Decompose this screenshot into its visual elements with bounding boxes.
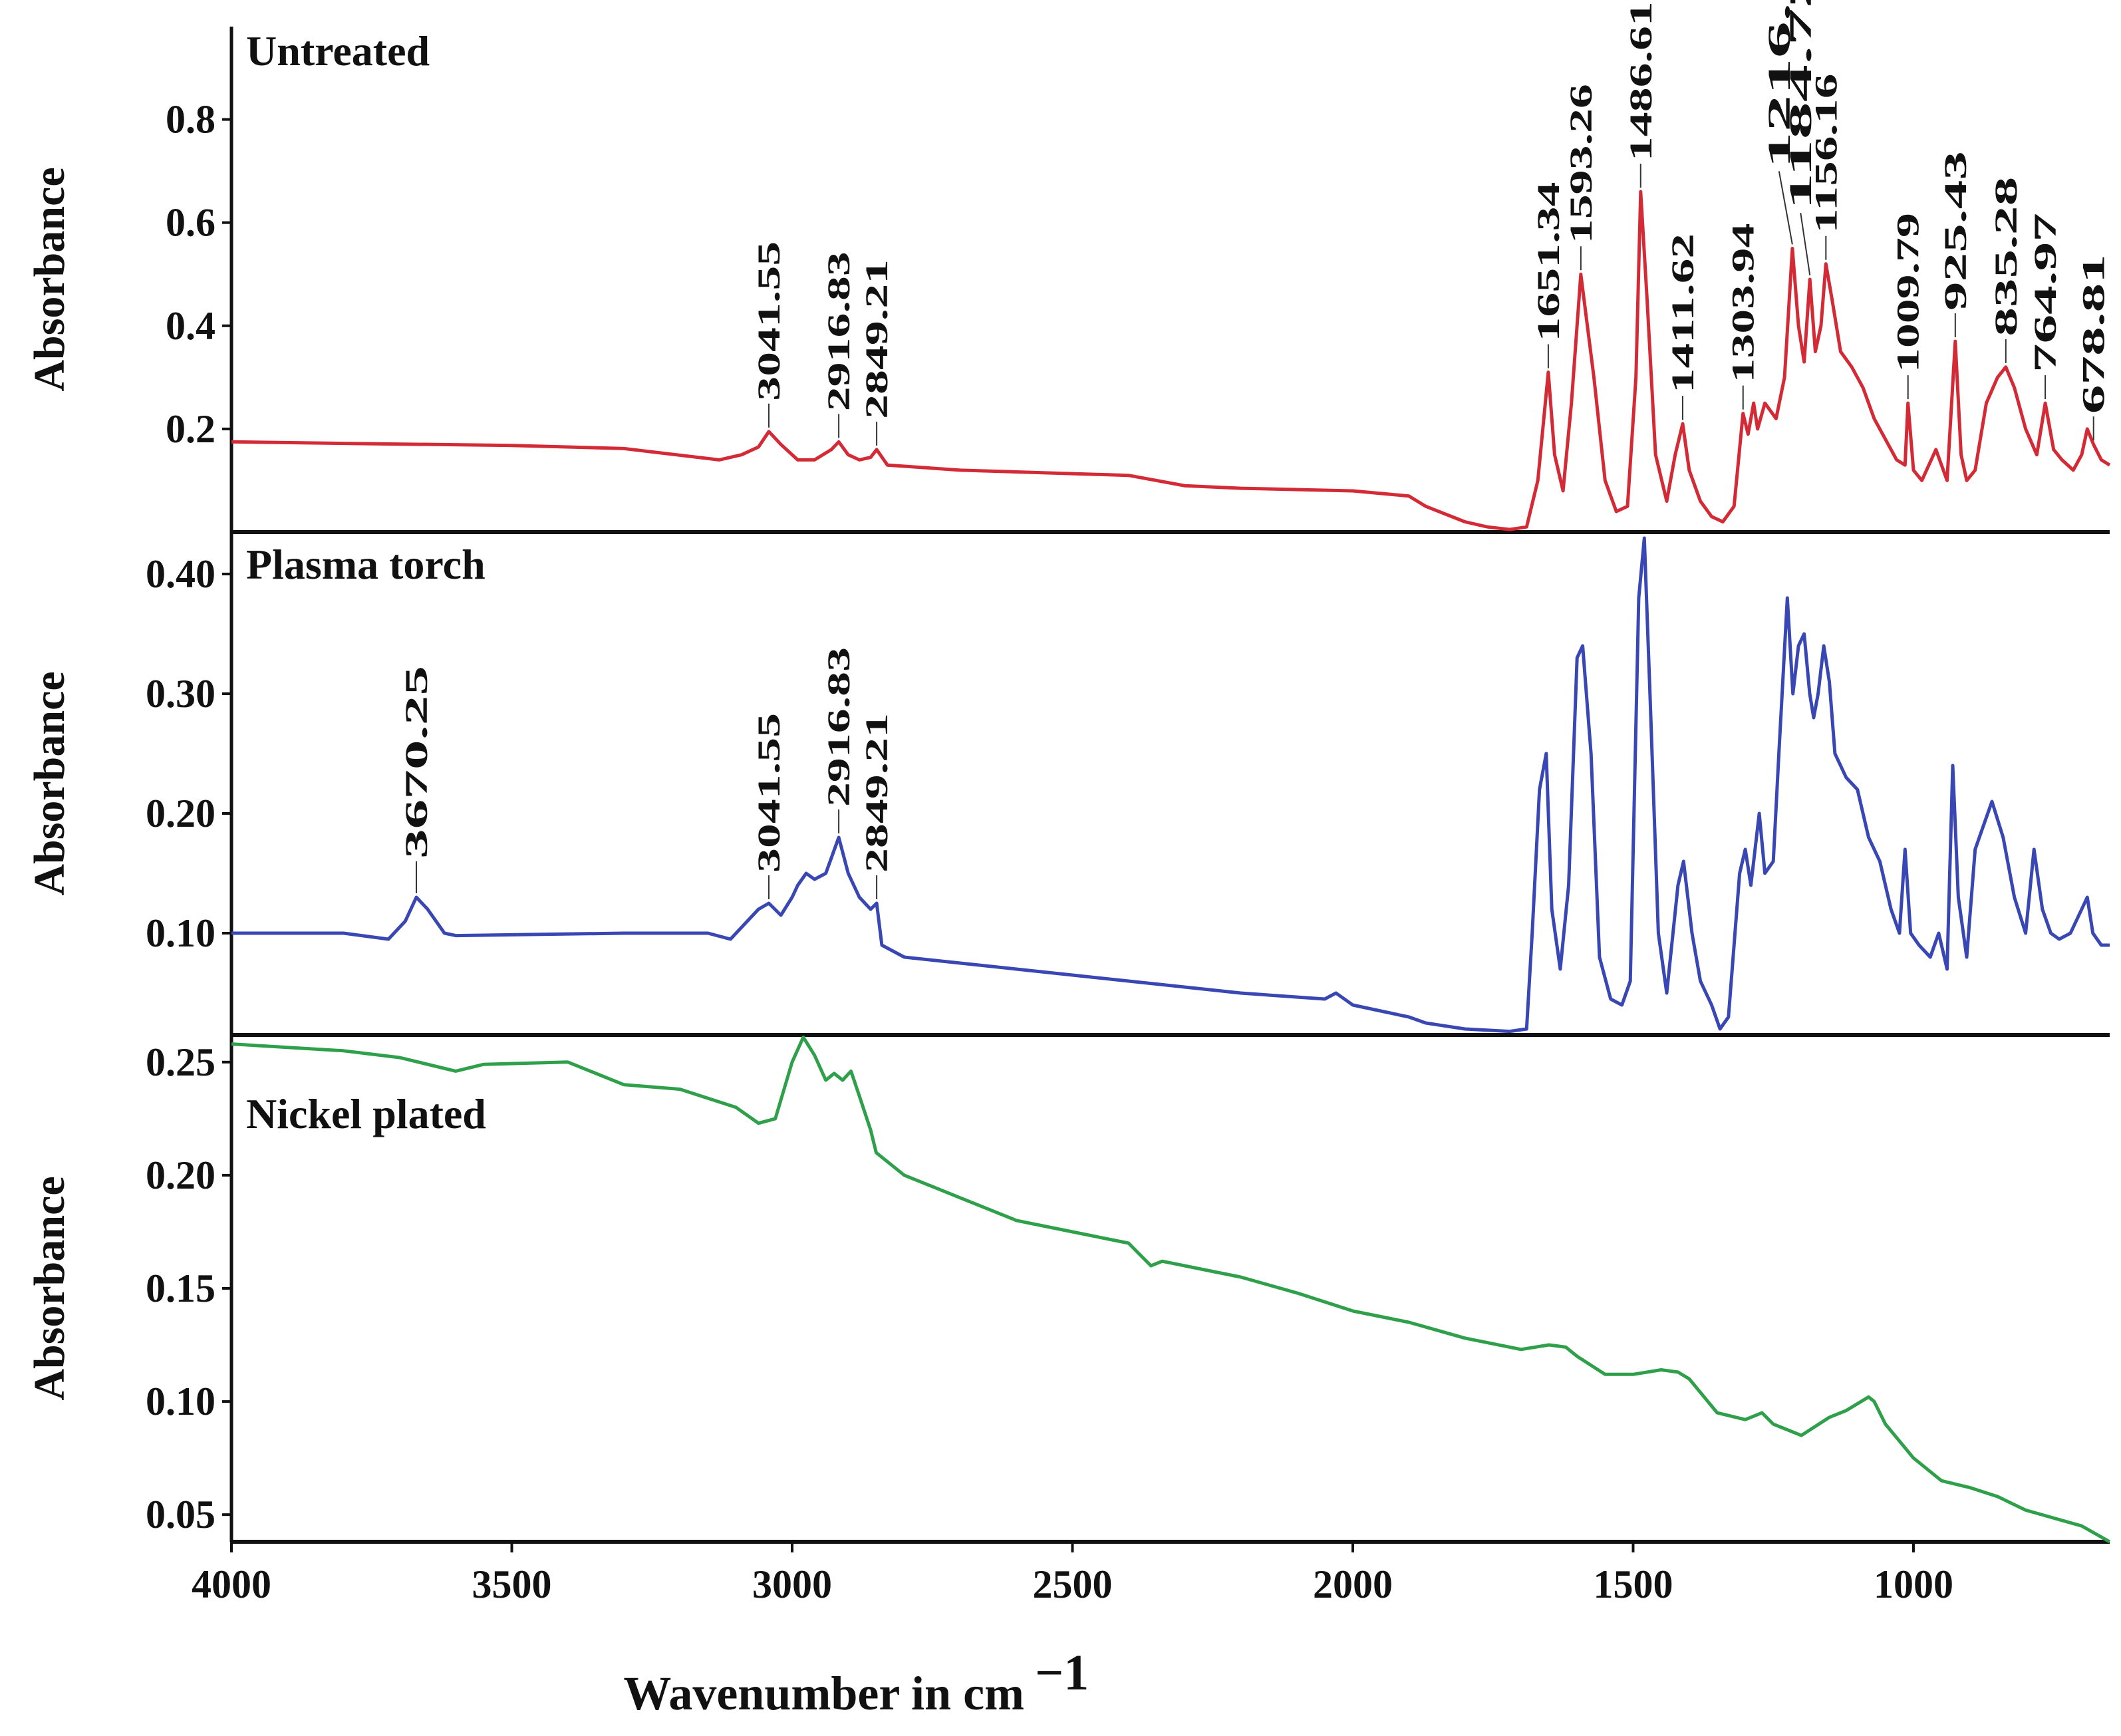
peak-label: 1486.61: [1624, 1, 1659, 161]
panel-title: Plasma torch: [246, 541, 486, 588]
peak-label: 2849.21: [859, 259, 895, 419]
x-tick-label: 2500: [1032, 1562, 1112, 1606]
x-tick-label: 3500: [472, 1562, 551, 1606]
y-axis-label: Absorbance: [25, 167, 74, 391]
peak-label: 1593.26: [1564, 84, 1599, 243]
x-axis-label: Wavenumber in cm: [623, 1667, 1024, 1720]
x-tick-label: 1000: [1874, 1562, 1953, 1606]
y-tick-label: 0.2: [166, 407, 215, 451]
wavenumber-axis: 4000 3500 3000 2500 2000 1500 1000: [192, 1542, 1953, 1606]
y-tick-label: 0.20: [146, 1153, 215, 1197]
x-tick-label: 3000: [752, 1562, 832, 1606]
spectra-panels: 0.2 0.4 0.6 0.8 Absorbance Untreated 3041.55 29…: [25, 0, 2112, 1544]
peak-leader: [1778, 171, 1793, 245]
peak-label: 3670.25: [399, 666, 434, 859]
y-tick-label: 0.6: [166, 201, 215, 245]
peak-label: 1156.16: [1808, 74, 1844, 233]
peak-label: 1303.94: [1726, 223, 1761, 383]
peak-label: 2916.83: [821, 251, 857, 411]
x-axis-label-superscript: −1: [1035, 1645, 1089, 1701]
y-tick-label: 0.10: [146, 911, 215, 955]
y-tick-label: 0.05: [146, 1493, 215, 1536]
peak-label: 764.97: [2028, 213, 2063, 372]
peak-label: 835.28: [1989, 177, 2024, 337]
y-tick-label: 0.4: [166, 304, 215, 348]
peak-label: 1216.02: [1762, 0, 1797, 169]
peak-label: 3041.55: [752, 241, 787, 401]
peak-label: 2916.83: [821, 647, 857, 807]
y-tick-label: 0.10: [146, 1379, 215, 1423]
spectrum-line: [231, 190, 2111, 531]
peak-label: 1651.34: [1531, 182, 1566, 342]
peak-label: 1009.79: [1891, 213, 1926, 372]
peak-leader: [1800, 212, 1811, 276]
x-tick-label: 1500: [1593, 1562, 1673, 1606]
panel-1: 0.2 0.4 0.6 0.8 Absorbance Untreated 3041.55 29…: [25, 0, 2112, 534]
peak-label: 678.81: [2076, 254, 2112, 414]
peak-label: 2849.21: [859, 713, 895, 873]
peak-label: 3041.55: [752, 713, 787, 873]
panel-title: Untreated: [246, 27, 430, 74]
y-tick-label: 0.40: [146, 552, 215, 596]
peak-label: 1411.62: [1665, 233, 1701, 393]
panel-3: 0.05 0.10 0.15 0.20 0.25 Absorbance Nickel pla…: [25, 1035, 2111, 1544]
x-tick-label: 4000: [192, 1562, 271, 1606]
spectrum-line: [231, 1035, 2111, 1544]
panel-2: 0.10 0.20 0.30 0.40 Absorbance Plasma torch 36…: [25, 532, 2110, 1037]
y-tick-label: 0.8: [166, 98, 215, 142]
y-axis-label: Absorbance: [25, 671, 74, 895]
y-axis-label: Absorbance: [25, 1176, 74, 1400]
peak-label: 1184.72: [1783, 0, 1818, 210]
y-tick-label: 0.25: [146, 1040, 215, 1084]
panel-title: Nickel plated: [246, 1090, 486, 1137]
y-tick-label: 0.30: [146, 672, 215, 716]
peak-label: 925.43: [1938, 151, 1973, 311]
spectrum-line: [231, 536, 2110, 1034]
x-tick-label: 2000: [1313, 1562, 1393, 1606]
y-tick-label: 0.20: [146, 792, 215, 835]
y-tick-label: 0.15: [146, 1266, 215, 1310]
